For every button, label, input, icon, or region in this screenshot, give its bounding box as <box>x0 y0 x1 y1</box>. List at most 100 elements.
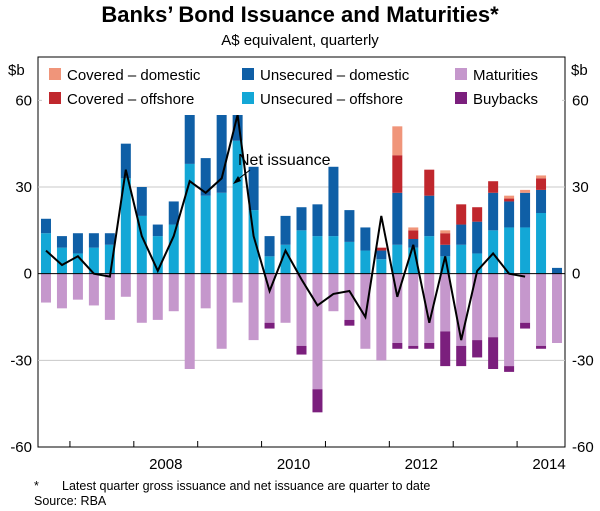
bar-maturities <box>536 273 547 346</box>
y-tick-label-left: -30 <box>10 352 32 369</box>
bar-unsecured-domestic <box>88 233 99 248</box>
bar-buybacks <box>536 345 547 349</box>
bar-buybacks <box>312 389 323 413</box>
bar-unsecured-domestic <box>376 250 387 260</box>
bar-unsecured-offshore <box>328 236 339 274</box>
legend-swatch-covered-domestic <box>49 68 61 80</box>
bar-unsecured-offshore <box>504 227 515 274</box>
bar-unsecured-domestic <box>536 189 547 213</box>
bar-unsecured-domestic <box>328 166 339 237</box>
net-issuance-line <box>45 114 526 341</box>
bar-unsecured-domestic <box>456 224 467 245</box>
legend-swatch-maturities <box>455 68 467 80</box>
x-tick-label: 2014 <box>532 456 565 473</box>
bar-buybacks <box>296 345 307 355</box>
bar-maturities <box>232 273 243 303</box>
legend-label-buybacks: Buybacks <box>473 91 538 108</box>
y-unit-left: $b <box>8 62 25 79</box>
bar-buybacks <box>424 343 435 349</box>
bar-unsecured-domestic <box>248 166 259 211</box>
bar-unsecured-offshore <box>56 247 67 274</box>
legend-background <box>42 60 562 115</box>
bar-covered-domestic <box>536 175 547 179</box>
bar-unsecured-domestic <box>136 187 147 216</box>
legend-swatch-unsecured-domestic <box>242 68 254 80</box>
bar-buybacks <box>504 366 515 372</box>
bar-maturities <box>136 273 147 323</box>
y-unit-right: $b <box>571 62 588 79</box>
bar-unsecured-offshore <box>312 236 323 274</box>
bar-maturities <box>104 273 115 320</box>
bar-unsecured-offshore <box>136 215 147 274</box>
bar-maturities <box>488 273 499 338</box>
bar-covered-offshore <box>424 169 435 196</box>
bar-unsecured-offshore <box>360 250 371 274</box>
bar-maturities <box>504 273 515 367</box>
bar-unsecured-domestic <box>56 236 67 248</box>
x-tick-label: 2010 <box>277 456 310 473</box>
bar-unsecured-offshore <box>120 178 131 274</box>
y-tick-label-right: -60 <box>572 439 594 456</box>
bar-unsecured-offshore <box>200 195 211 274</box>
bar-unsecured-offshore <box>344 241 355 274</box>
bar-unsecured-domestic <box>344 210 355 242</box>
bar-covered-offshore <box>504 198 515 202</box>
bar-unsecured-offshore <box>456 244 467 274</box>
bar-buybacks <box>264 322 275 329</box>
bar-unsecured-domestic <box>488 192 499 231</box>
bar-maturities <box>520 273 531 323</box>
bar-maturities <box>456 273 467 346</box>
bar-maturities <box>424 273 435 343</box>
y-tick-label-left: 30 <box>15 179 32 196</box>
bar-covered-offshore <box>392 155 403 193</box>
x-tick-label: 2008 <box>149 456 182 473</box>
y-tick-label-left: 0 <box>24 266 32 283</box>
bar-unsecured-offshore <box>264 256 275 274</box>
y-axis-ticks: 60 60 30 30 0 0 -30 -30 -60 -60 <box>10 92 593 456</box>
bar-unsecured-offshore <box>72 253 83 274</box>
net-issuance-series <box>45 114 526 341</box>
bar-unsecured-domestic <box>312 204 323 237</box>
legend-label-covered-offshore: Covered – offshore <box>67 91 194 108</box>
bar-maturities <box>120 273 131 297</box>
bar-unsecured-offshore <box>232 140 243 274</box>
legend-swatch-unsecured-offshore <box>242 92 254 104</box>
bar-maturities <box>216 273 227 349</box>
source: Source: RBA <box>34 494 107 508</box>
bar-unsecured-offshore <box>248 210 259 274</box>
bar-covered-domestic <box>440 230 451 234</box>
bar-unsecured-offshore <box>40 233 51 274</box>
bar-covered-offshore <box>440 233 451 245</box>
bar-buybacks <box>472 340 483 358</box>
bar-unsecured-offshore <box>408 247 419 274</box>
bar-unsecured-offshore <box>440 256 451 274</box>
bar-unsecured-domestic <box>408 239 419 248</box>
bar-unsecured-domestic <box>504 201 515 228</box>
legend-swatch-covered-offshore <box>49 92 61 104</box>
bar-maturities <box>264 273 275 323</box>
plot-frame <box>37 56 566 448</box>
bar-maturities <box>40 273 51 303</box>
legend-label-unsecured-offshore: Unsecured – offshore <box>260 91 403 108</box>
bar-maturities <box>312 273 323 390</box>
bar-unsecured-domestic <box>520 192 531 228</box>
bar-maturities <box>152 273 163 320</box>
bar-maturities <box>552 273 563 343</box>
legend-label-unsecured-domestic: Unsecured – domestic <box>260 67 410 84</box>
bar-unsecured-offshore <box>392 244 403 274</box>
x-axis-ticks: 2008 2010 2012 2014 <box>69 441 566 473</box>
bar-unsecured-offshore <box>472 253 483 274</box>
bar-unsecured-offshore <box>216 192 227 274</box>
y-tick-label-right: 0 <box>572 266 580 283</box>
bar-maturities <box>280 273 291 323</box>
bar-maturities <box>184 273 195 369</box>
bar-unsecured-domestic <box>280 215 291 245</box>
bar-buybacks <box>520 322 531 329</box>
chart-title: Banks’ Bond Issuance and Maturities* <box>101 2 499 27</box>
bar-maturities <box>200 273 211 309</box>
bar-covered-offshore <box>536 178 547 190</box>
bar-covered-domestic <box>520 189 531 193</box>
bar-maturities <box>88 273 99 306</box>
bar-maturities <box>472 273 483 341</box>
bar-unsecured-offshore <box>88 247 99 274</box>
